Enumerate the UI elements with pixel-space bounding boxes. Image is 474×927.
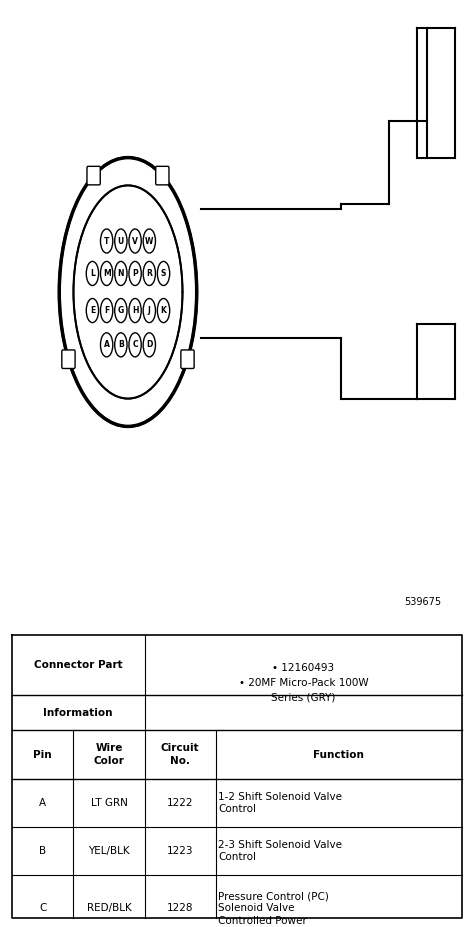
Text: H: H bbox=[132, 306, 138, 315]
Circle shape bbox=[129, 333, 141, 357]
Circle shape bbox=[157, 298, 170, 323]
Text: S: S bbox=[161, 269, 166, 278]
Text: Connector Part: Connector Part bbox=[34, 660, 122, 670]
Text: Pressure Control (PC)
Solenoid Valve
Controlled Power: Pressure Control (PC) Solenoid Valve Con… bbox=[218, 891, 329, 926]
Text: 1222: 1222 bbox=[167, 798, 193, 807]
Text: V: V bbox=[132, 236, 138, 246]
FancyBboxPatch shape bbox=[62, 350, 75, 368]
Circle shape bbox=[115, 229, 127, 253]
Text: C: C bbox=[39, 904, 46, 913]
Circle shape bbox=[100, 229, 113, 253]
Text: • 12160493
• 20MF Micro-Pack 100W
Series (GRY): • 12160493 • 20MF Micro-Pack 100W Series… bbox=[238, 663, 368, 703]
Text: 2-3 Shift Solenoid Valve
Control: 2-3 Shift Solenoid Valve Control bbox=[218, 840, 342, 862]
Text: G: G bbox=[118, 306, 124, 315]
Text: P: P bbox=[132, 269, 138, 278]
Circle shape bbox=[143, 261, 155, 286]
Text: A: A bbox=[104, 340, 109, 349]
Circle shape bbox=[100, 333, 113, 357]
Text: A: A bbox=[39, 798, 46, 807]
Text: 1228: 1228 bbox=[167, 904, 193, 913]
Circle shape bbox=[115, 298, 127, 323]
Circle shape bbox=[115, 261, 127, 286]
Text: YEL/BLK: YEL/BLK bbox=[88, 846, 130, 856]
Text: Circuit
No.: Circuit No. bbox=[161, 743, 200, 766]
Circle shape bbox=[129, 261, 141, 286]
Circle shape bbox=[100, 261, 113, 286]
FancyBboxPatch shape bbox=[87, 166, 100, 184]
Circle shape bbox=[115, 333, 127, 357]
Text: U: U bbox=[118, 236, 124, 246]
Circle shape bbox=[143, 229, 155, 253]
Text: Pin: Pin bbox=[33, 750, 52, 759]
Circle shape bbox=[143, 298, 155, 323]
Circle shape bbox=[129, 298, 141, 323]
Text: N: N bbox=[118, 269, 124, 278]
Text: 1-2 Shift Solenoid Valve
Control: 1-2 Shift Solenoid Valve Control bbox=[218, 792, 342, 814]
Text: L: L bbox=[90, 269, 95, 278]
Text: T: T bbox=[104, 236, 109, 246]
Circle shape bbox=[86, 298, 99, 323]
Text: Information: Information bbox=[44, 708, 113, 717]
Text: Wire
Color: Wire Color bbox=[93, 743, 125, 766]
FancyBboxPatch shape bbox=[181, 350, 194, 368]
Text: B: B bbox=[39, 846, 46, 856]
FancyBboxPatch shape bbox=[155, 166, 169, 184]
Circle shape bbox=[86, 261, 99, 286]
Text: M: M bbox=[103, 269, 110, 278]
Circle shape bbox=[157, 261, 170, 286]
Circle shape bbox=[129, 229, 141, 253]
Text: J: J bbox=[148, 306, 151, 315]
Text: W: W bbox=[145, 236, 154, 246]
Text: R: R bbox=[146, 269, 152, 278]
Text: 1223: 1223 bbox=[167, 846, 193, 856]
Text: K: K bbox=[161, 306, 166, 315]
Circle shape bbox=[143, 333, 155, 357]
Circle shape bbox=[100, 298, 113, 323]
Text: E: E bbox=[90, 306, 95, 315]
Text: RED/BLK: RED/BLK bbox=[87, 904, 131, 913]
Text: B: B bbox=[118, 340, 124, 349]
Text: Function: Function bbox=[313, 750, 365, 759]
Text: C: C bbox=[132, 340, 138, 349]
Text: LT GRN: LT GRN bbox=[91, 798, 128, 807]
Text: D: D bbox=[146, 340, 153, 349]
Text: 539675: 539675 bbox=[404, 597, 441, 607]
Text: F: F bbox=[104, 306, 109, 315]
